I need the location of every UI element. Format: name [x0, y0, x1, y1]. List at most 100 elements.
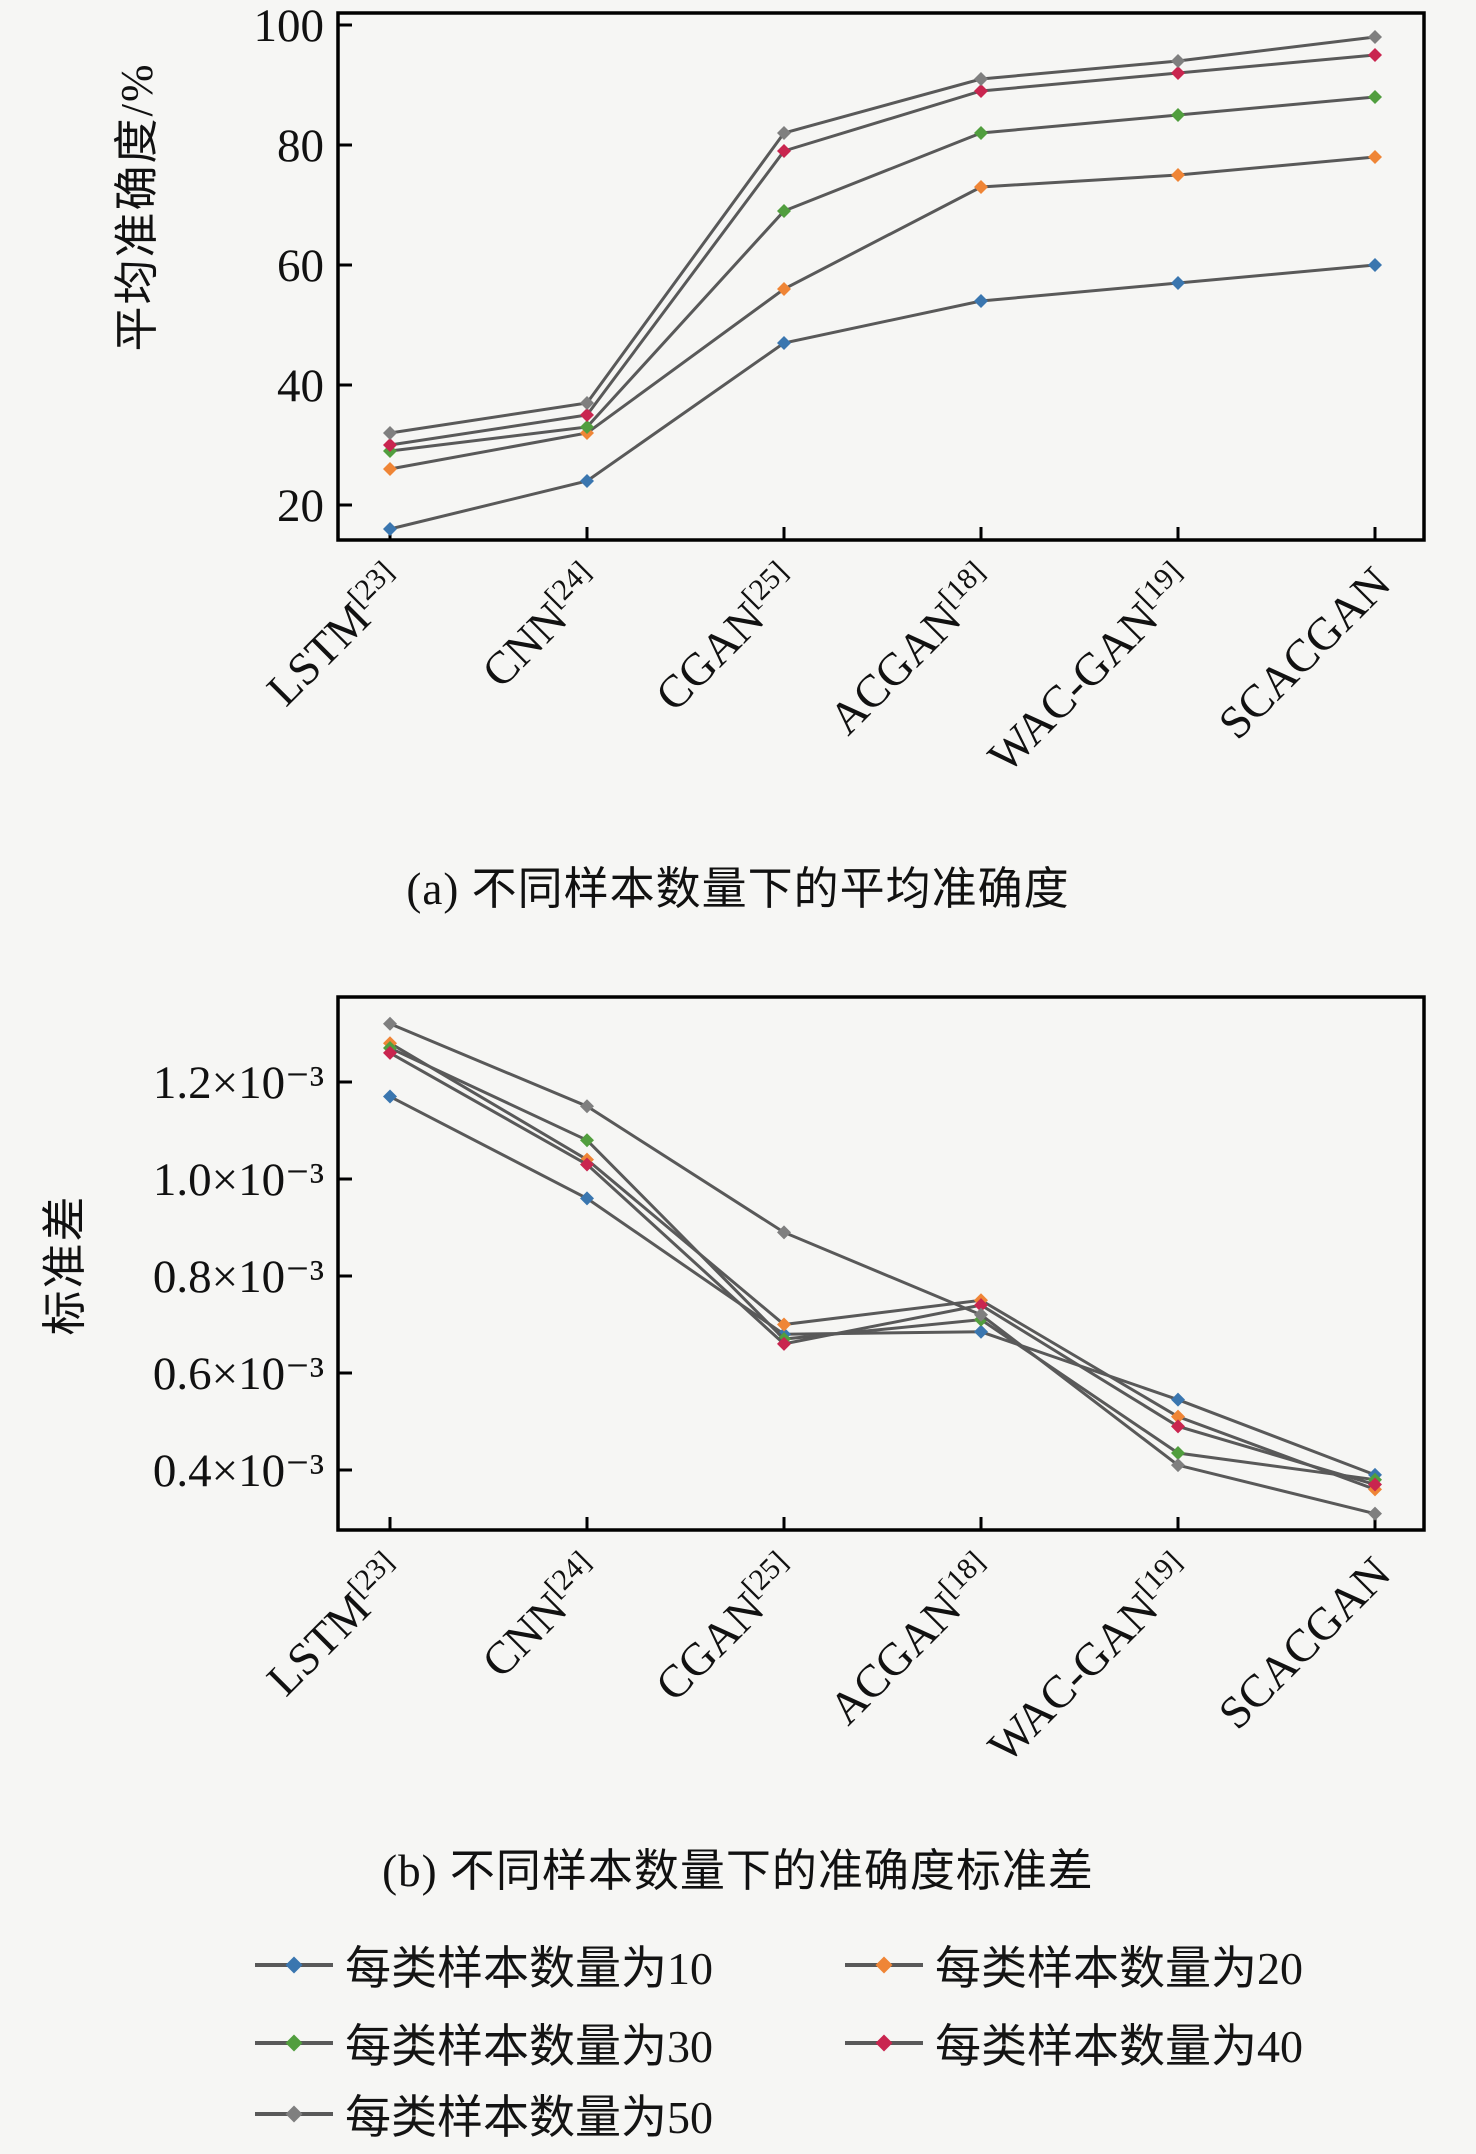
data-point-marker	[974, 72, 988, 86]
data-point-marker	[383, 438, 397, 452]
y-tick-label: 20	[277, 480, 324, 532]
series-line	[389, 95, 1376, 453]
legend-item: 每类样本数量为40	[845, 2014, 1303, 2072]
data-point-marker	[1171, 276, 1185, 290]
legend-item: 每类样本数量为10	[255, 1936, 713, 1994]
legend-swatch	[845, 1956, 923, 1974]
x-category-label: SCACGAN	[1209, 1547, 1401, 1739]
data-point-marker	[1368, 48, 1382, 62]
caption-a: (a) 不同样本数量下的平均准确度	[406, 864, 1070, 914]
x-category-label: LSTM[23]	[255, 555, 415, 715]
data-point-marker	[580, 420, 594, 434]
data-point-marker	[974, 1298, 988, 1313]
data-point-marker	[974, 294, 988, 308]
data-point-marker	[777, 1336, 791, 1351]
plot-border	[336, 11, 1426, 542]
y-tick-label: 40	[277, 360, 324, 412]
series-line	[389, 1051, 1376, 1486]
data-point-marker	[1171, 168, 1185, 182]
x-category-label: WAC-GAN[19]	[976, 555, 1203, 782]
series-line	[389, 1095, 1376, 1477]
data-point-marker	[580, 1099, 594, 1114]
legend-label: 每类样本数量为10	[345, 1943, 713, 1994]
data-point-marker	[1171, 54, 1185, 68]
x-category-label: CGAN[25]	[643, 1545, 809, 1711]
data-point-marker	[1368, 30, 1382, 44]
data-point-marker	[383, 1045, 397, 1060]
legend-item: 每类样本数量为50	[255, 2085, 713, 2143]
data-point-marker	[1171, 108, 1185, 122]
data-point-marker	[974, 1324, 988, 1339]
data-point-marker	[383, 522, 397, 536]
data-point-marker	[1171, 1409, 1185, 1424]
data-point-marker	[1171, 66, 1185, 80]
legend-label: 每类样本数量为50	[345, 2092, 713, 2143]
data-point-marker	[383, 1016, 397, 1031]
data-point-marker	[777, 336, 791, 350]
series-line	[389, 263, 1376, 531]
x-category-label: ACGAN[18]	[817, 1545, 1006, 1734]
data-point-marker	[580, 1133, 594, 1148]
legend-marker-diamond	[285, 2105, 303, 2123]
data-point-marker	[1368, 1506, 1382, 1521]
x-category-label: ACGAN[18]	[817, 555, 1006, 744]
data-point-marker	[580, 1157, 594, 1172]
y-tick-label: 0.6×10⁻³	[153, 1348, 324, 1400]
legend-item: 每类样本数量为30	[255, 2014, 713, 2072]
data-point-marker	[974, 126, 988, 140]
data-point-marker	[974, 1307, 988, 1322]
legend-marker-diamond	[875, 2034, 893, 2052]
data-point-marker	[777, 282, 791, 296]
y-tick-label: 1.0×10⁻³	[153, 1154, 324, 1206]
x-category-label: LSTM[23]	[255, 1545, 415, 1705]
data-point-marker	[1171, 1458, 1185, 1473]
legend-item: 每类样本数量为20	[845, 1936, 1303, 1994]
series-line	[389, 1041, 1376, 1491]
legend-marker-diamond	[285, 2034, 303, 2052]
legend-label: 每类样本数量为30	[345, 2021, 713, 2072]
data-point-marker	[1368, 258, 1382, 272]
data-point-marker	[383, 1089, 397, 1104]
data-point-marker	[777, 126, 791, 140]
y-tick-label: 80	[277, 120, 324, 172]
data-point-marker	[580, 396, 594, 410]
series-line	[389, 35, 1376, 435]
data-point-marker	[1368, 150, 1382, 164]
data-point-marker	[580, 1191, 594, 1206]
data-point-marker	[383, 426, 397, 440]
series-line	[389, 53, 1376, 447]
y-tick-label: 60	[277, 240, 324, 292]
y-tick-label: 100	[254, 0, 325, 52]
series-line	[389, 1046, 1376, 1482]
y-tick-label: 0.4×10⁻³	[153, 1445, 324, 1497]
legend-label: 每类样本数量为40	[935, 2021, 1303, 2072]
data-point-marker	[777, 144, 791, 158]
data-point-marker	[1368, 90, 1382, 104]
data-point-marker	[580, 408, 594, 422]
series-line	[389, 1022, 1376, 1516]
data-point-marker	[1171, 1392, 1185, 1407]
data-point-marker	[1171, 1419, 1185, 1434]
legend-marker-diamond	[875, 1956, 893, 1974]
data-point-marker	[974, 84, 988, 98]
legend-marker-diamond	[285, 1956, 303, 1974]
data-point-marker	[383, 462, 397, 476]
data-point-marker	[1368, 1477, 1382, 1492]
chart-average-accuracy: 20 40 60 80 100 LSTM[23] CNN[24]CGAN[25]ACGAN[…	[112, 0, 1426, 782]
data-point-marker	[580, 474, 594, 488]
x-category-label: CNN[24]	[470, 1545, 612, 1687]
legend-label: 每类样本数量为20	[935, 1943, 1303, 1994]
legend-swatch	[255, 1956, 333, 1974]
data-point-marker	[974, 180, 988, 194]
legend-swatch	[845, 2034, 923, 2052]
legend-swatch	[255, 2034, 333, 2052]
x-category-label: CGAN[25]	[643, 555, 809, 721]
series-line	[389, 155, 1376, 471]
data-point-marker	[1171, 1446, 1185, 1461]
caption-b: (b) 不同样本数量下的准确度标准差	[382, 1846, 1094, 1896]
chart-standard-deviation: 0.4×10⁻³ 0.6×10⁻³ 0.8×10⁻³ 1.0×10⁻³ 1.2×10⁻³…	[40, 995, 1426, 1772]
legend-swatch	[255, 2105, 333, 2123]
y-axis-label: 平均准确度/%	[112, 63, 162, 352]
plot-border	[336, 995, 1426, 1532]
x-category-label: WAC-GAN[19]	[976, 1545, 1203, 1772]
